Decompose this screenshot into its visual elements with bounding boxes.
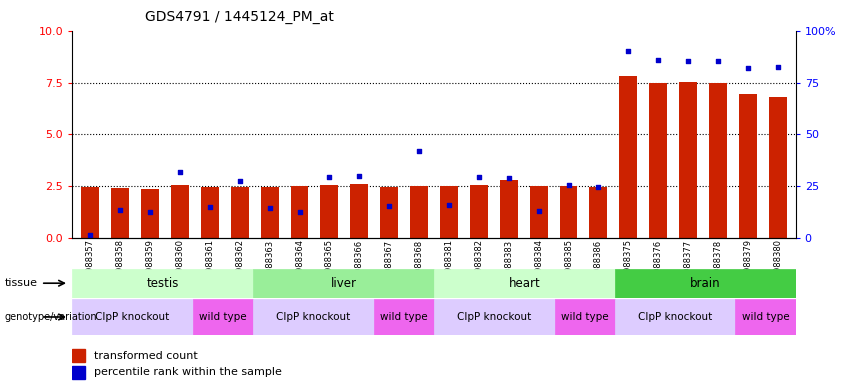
- Bar: [410, 186, 428, 238]
- Point: [591, 184, 605, 190]
- Text: ClpP knockout: ClpP knockout: [277, 312, 351, 322]
- Bar: [374, 299, 434, 335]
- Bar: [434, 299, 555, 335]
- Point: [502, 175, 516, 181]
- Point: [263, 205, 277, 211]
- Point: [562, 182, 575, 188]
- Text: genotype/variation: genotype/variation: [4, 312, 97, 322]
- Bar: [440, 186, 458, 238]
- Text: heart: heart: [509, 277, 540, 290]
- Bar: [739, 94, 757, 238]
- Bar: [260, 187, 278, 238]
- Bar: [649, 83, 667, 238]
- Bar: [620, 76, 637, 238]
- Text: ClpP knockout: ClpP knockout: [95, 312, 169, 322]
- Point: [711, 58, 725, 64]
- Bar: [529, 186, 547, 238]
- Text: GDS4791 / 1445124_PM_at: GDS4791 / 1445124_PM_at: [145, 10, 334, 23]
- Text: transformed count: transformed count: [94, 351, 197, 361]
- Bar: [321, 185, 339, 238]
- Text: percentile rank within the sample: percentile rank within the sample: [94, 367, 282, 377]
- Bar: [380, 187, 398, 238]
- Bar: [679, 81, 697, 238]
- Point: [472, 174, 486, 180]
- Bar: [72, 349, 85, 362]
- Point: [621, 48, 635, 55]
- Bar: [254, 269, 434, 298]
- Bar: [560, 186, 578, 238]
- Bar: [500, 180, 517, 238]
- Text: ClpP knockout: ClpP knockout: [457, 312, 531, 322]
- Bar: [111, 188, 129, 238]
- Bar: [768, 97, 786, 238]
- Bar: [709, 83, 727, 238]
- Bar: [735, 299, 796, 335]
- Text: liver: liver: [330, 277, 357, 290]
- Text: wild type: wild type: [199, 312, 247, 322]
- Point: [443, 202, 456, 208]
- Point: [113, 207, 127, 213]
- Point: [382, 203, 396, 209]
- Bar: [351, 184, 368, 238]
- Bar: [555, 299, 614, 335]
- Text: tissue: tissue: [4, 278, 37, 288]
- Bar: [171, 185, 189, 238]
- Point: [412, 148, 426, 154]
- Bar: [72, 269, 254, 298]
- Bar: [614, 269, 796, 298]
- Bar: [72, 299, 193, 335]
- Text: brain: brain: [690, 277, 721, 290]
- Text: wild type: wild type: [380, 312, 428, 322]
- Bar: [614, 299, 735, 335]
- Point: [203, 204, 217, 210]
- Point: [741, 65, 755, 71]
- Point: [143, 209, 157, 215]
- Text: wild type: wild type: [561, 312, 608, 322]
- Text: wild type: wild type: [742, 312, 790, 322]
- Bar: [470, 185, 488, 238]
- Bar: [231, 187, 248, 238]
- Text: ClpP knockout: ClpP knockout: [638, 312, 712, 322]
- Point: [682, 58, 695, 64]
- Point: [352, 173, 366, 179]
- Point: [173, 169, 186, 175]
- Bar: [290, 186, 308, 238]
- Bar: [254, 299, 374, 335]
- Text: testis: testis: [146, 277, 179, 290]
- Point: [532, 208, 545, 214]
- Point: [293, 209, 306, 215]
- Point: [651, 57, 665, 63]
- Point: [323, 174, 336, 180]
- Point: [83, 232, 97, 238]
- Point: [771, 64, 785, 70]
- Point: [233, 178, 247, 184]
- Bar: [72, 366, 85, 379]
- Bar: [201, 187, 219, 238]
- Bar: [590, 187, 608, 238]
- Bar: [82, 187, 100, 238]
- Bar: [141, 189, 159, 238]
- Bar: [193, 299, 253, 335]
- Bar: [434, 269, 614, 298]
